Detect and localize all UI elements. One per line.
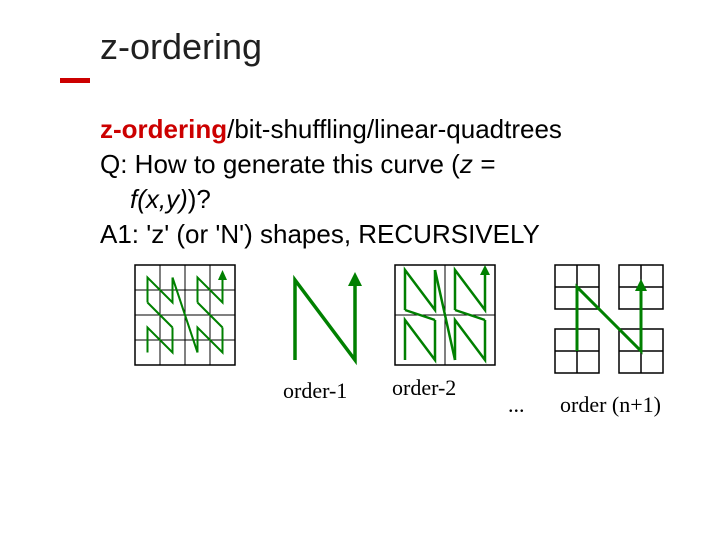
body-line-3: f(x,y))? [130,183,211,216]
label-dots: ... [508,392,525,418]
line2-a: Q: How to generate this curve ( [100,149,460,179]
label-order-n1: order (n+1) [560,392,661,418]
line3-b: )? [188,184,211,214]
panel-c-svg [390,260,500,370]
line1-rest: /bit-shuffling/linear-quadtrees [227,114,562,144]
line3-a: f(x,y) [130,184,188,214]
body-line-2: Q: How to generate this curve (z = [100,148,495,181]
emph-zordering: z-ordering [100,114,227,144]
accent-bar [60,78,90,83]
label-order-1: order-1 [283,378,347,404]
panel-d-svg [545,255,675,375]
panel-b-svg [275,260,385,370]
panel-a-svg [130,260,240,370]
label-order-2: order-2 [392,375,456,401]
body-line-4: A1: 'z' (or 'N') shapes, RECURSIVELY [100,218,540,251]
slide-title: z-ordering [100,26,262,68]
line2-b: z = [460,149,495,179]
body-line-1: z-ordering/bit-shuffling/linear-quadtree… [100,113,562,146]
